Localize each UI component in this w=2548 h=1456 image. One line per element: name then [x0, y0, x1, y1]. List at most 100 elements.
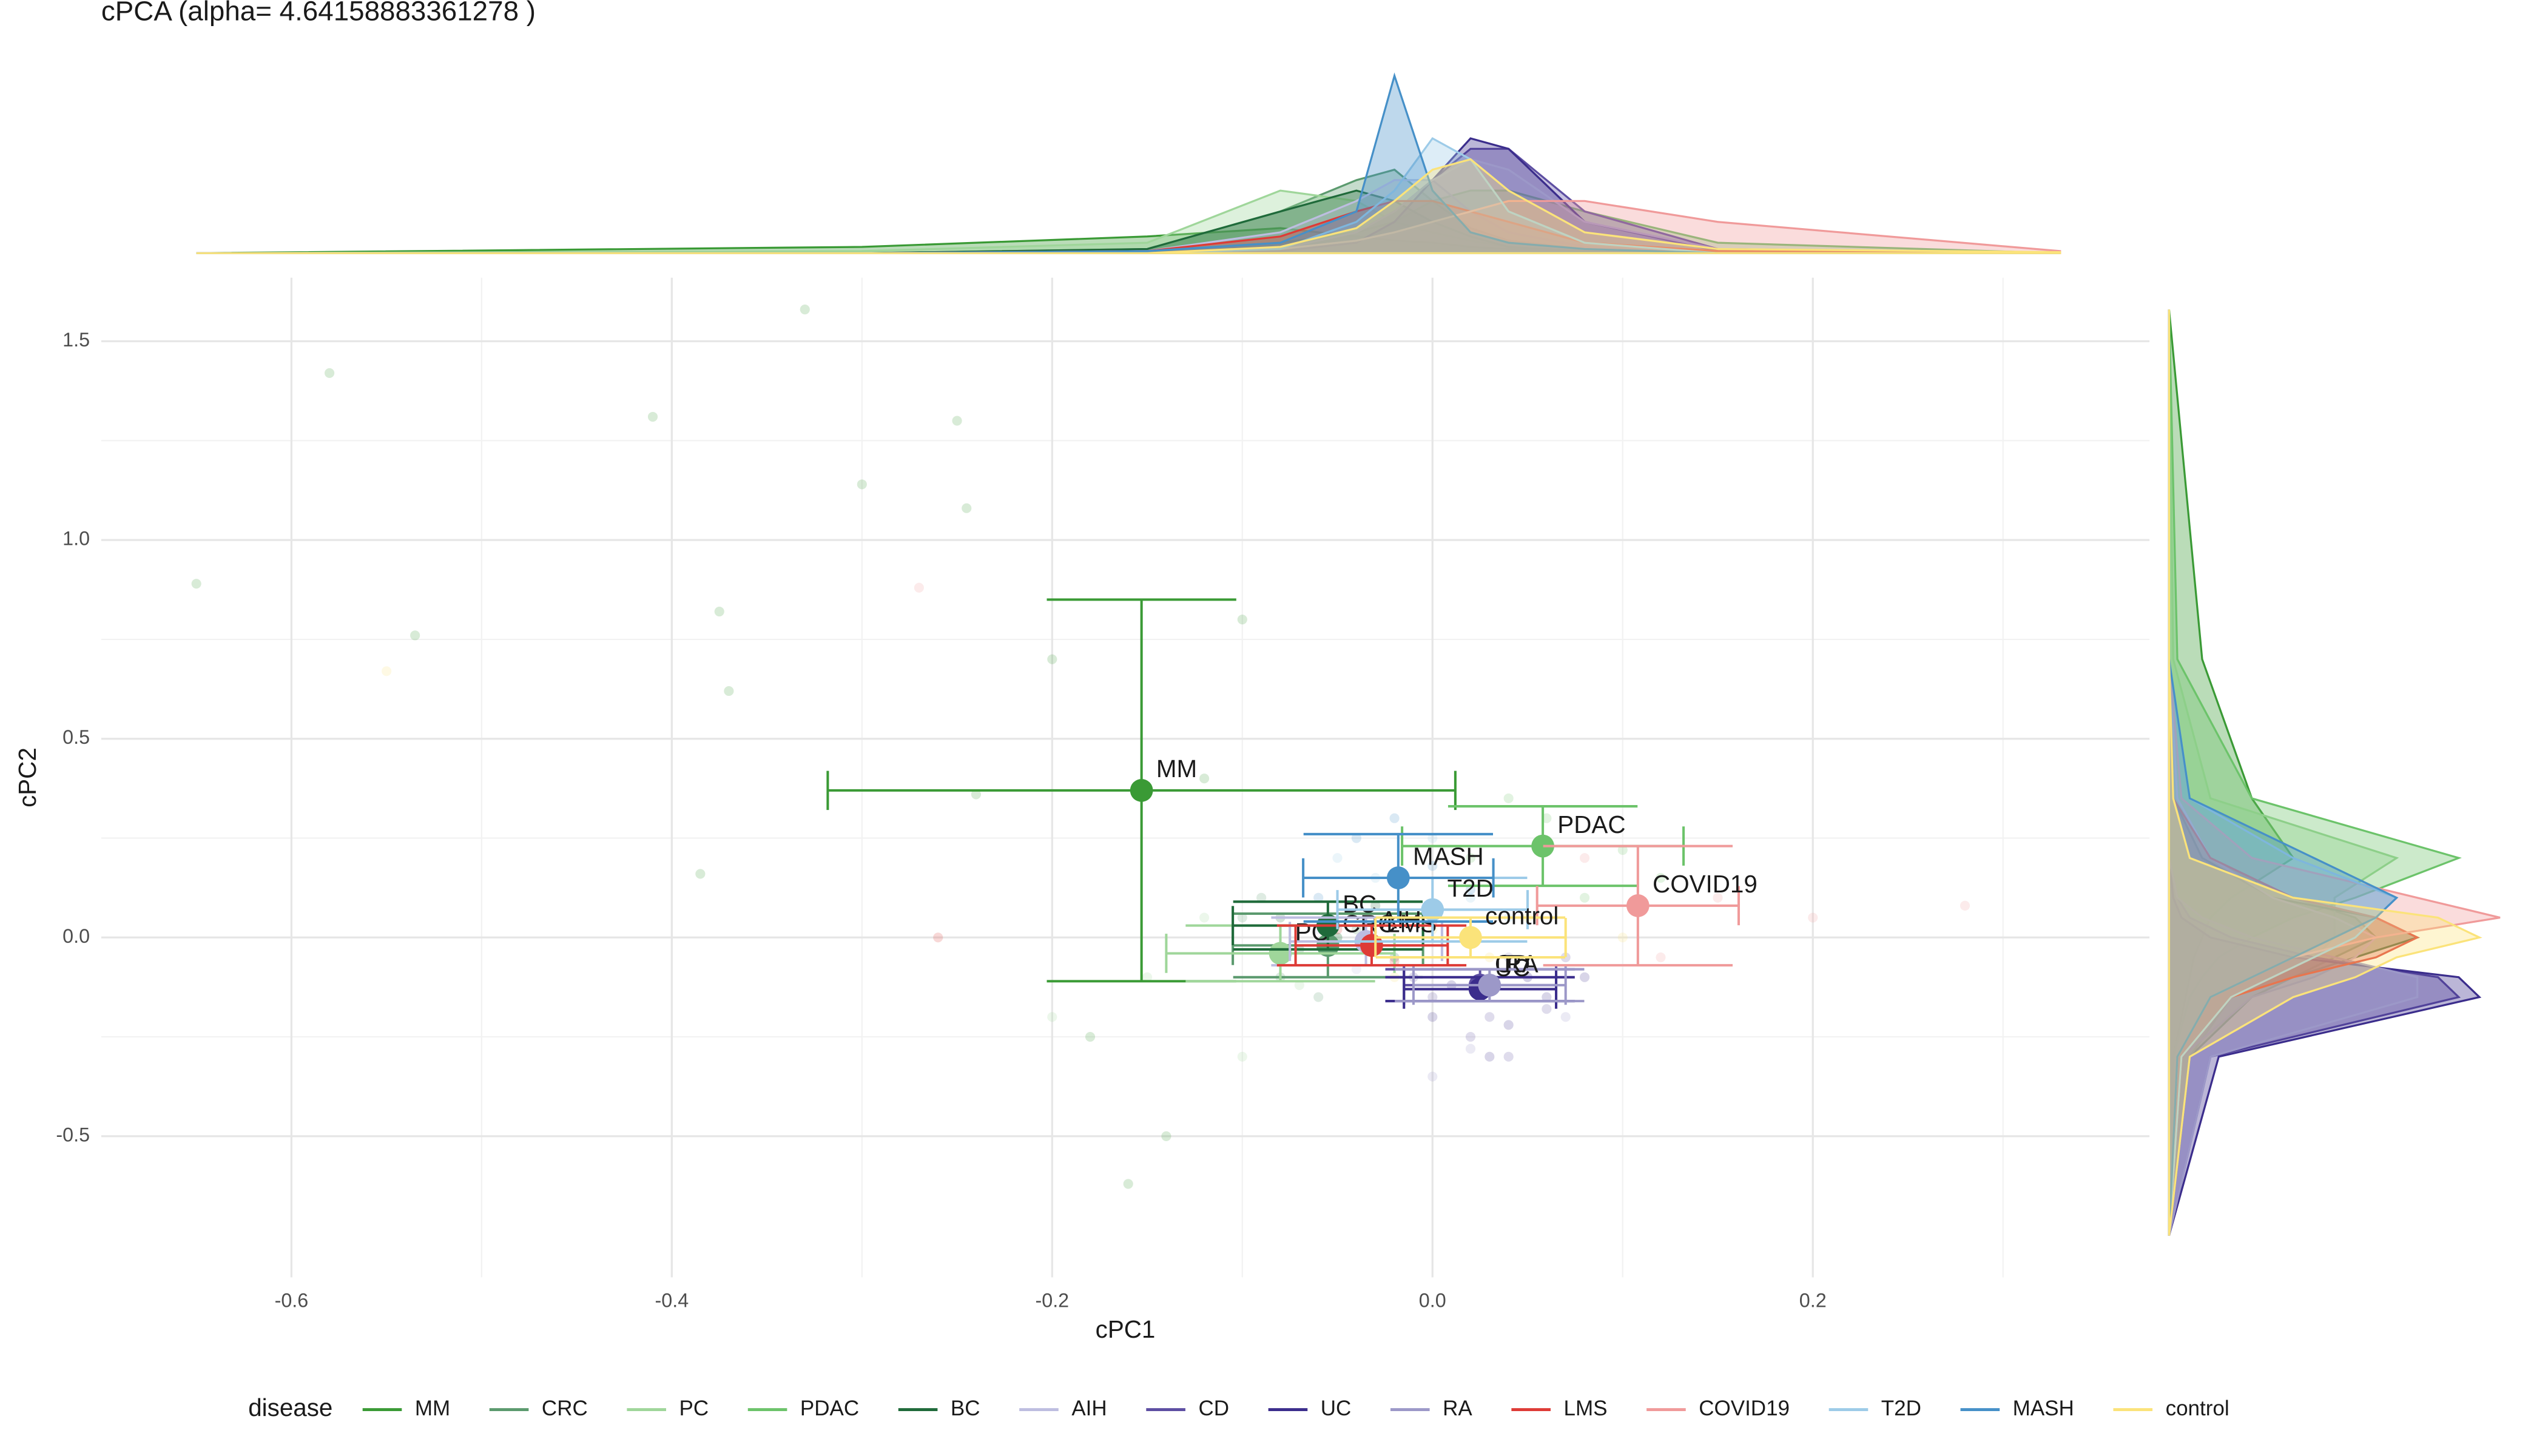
- scatter-point: [1485, 1051, 1495, 1062]
- centroid-label: COVID19: [1653, 870, 1758, 898]
- scatter-point: [724, 686, 734, 696]
- scatter-point: [1579, 972, 1590, 982]
- scatter-point: [410, 630, 420, 641]
- legend-label: AIH: [1071, 1397, 1107, 1420]
- legend-label: RA: [1443, 1397, 1472, 1420]
- legend-label: T2D: [1881, 1397, 1921, 1420]
- scatter-point: [1503, 1020, 1514, 1030]
- scatter-point: [1427, 833, 1438, 843]
- scatter-point: [1313, 892, 1324, 903]
- x-tick-label: 0.2: [1799, 1289, 1827, 1311]
- x-tick-label: -0.6: [275, 1289, 309, 1311]
- centroid-label: RA: [1505, 949, 1539, 977]
- legend-label: CD: [1198, 1397, 1229, 1420]
- scatter-point: [1713, 892, 1723, 903]
- x-tick-label: -0.4: [655, 1289, 689, 1311]
- scatter-point: [1960, 900, 1970, 911]
- scatter-point: [1542, 813, 1552, 823]
- centroid: [1269, 942, 1292, 965]
- scatter-point: [1389, 813, 1400, 823]
- scatter-point: [1560, 1012, 1571, 1022]
- y-tick-label: 0.5: [62, 726, 90, 748]
- y-tick-label: 1.5: [62, 329, 90, 351]
- scatter-point: [1617, 845, 1628, 855]
- scatter-point: [1465, 1031, 1476, 1042]
- scatter-point: [1808, 912, 1818, 923]
- scatter-point: [1465, 892, 1476, 903]
- scatter-point: [1503, 1051, 1514, 1062]
- legend-label: MM: [415, 1397, 450, 1420]
- legend-label: LMS: [1564, 1397, 1608, 1420]
- legend-label: UC: [1321, 1397, 1352, 1420]
- centroid: [1459, 926, 1482, 949]
- x-axis-label: cPC1: [1096, 1315, 1156, 1343]
- scatter-point: [1351, 964, 1361, 974]
- scatter-point: [971, 789, 981, 800]
- scatter-point: [1161, 1131, 1171, 1141]
- scatter-point: [1142, 972, 1153, 982]
- scatter-point: [191, 579, 201, 589]
- scatter-point: [1237, 615, 1247, 625]
- scatter-point: [1351, 925, 1361, 935]
- scatter-point: [1123, 1179, 1133, 1189]
- legend-label: COVID19: [1699, 1397, 1790, 1420]
- centroid: [1478, 974, 1502, 997]
- density-right: [2168, 309, 2462, 1236]
- scatter-point: [952, 416, 962, 426]
- scatter-point: [1560, 952, 1571, 963]
- scatter-point: [1085, 1031, 1096, 1042]
- scatter-point: [1427, 861, 1438, 871]
- scatter-point: [1465, 1043, 1476, 1054]
- legend-label: CRC: [542, 1397, 588, 1420]
- scatter-point: [1579, 853, 1590, 863]
- scatter-point: [1199, 774, 1210, 784]
- scatter-point: [1485, 1012, 1495, 1022]
- legend-label: PC: [679, 1397, 709, 1420]
- scatter-point: [1656, 872, 1666, 883]
- y-tick-label: 0.0: [62, 925, 90, 947]
- chart-title: cPCA (alpha= 4.64158883361278 ): [101, 0, 536, 27]
- scatter-point: [695, 869, 706, 879]
- scatter-point: [914, 582, 924, 593]
- density-right: [2168, 309, 2295, 1236]
- scatter-point: [1047, 654, 1057, 664]
- scatter-point: [1294, 980, 1304, 990]
- scatter-point: [1370, 900, 1381, 911]
- scatter-point: [1332, 853, 1343, 863]
- scatter-point: [1579, 892, 1590, 903]
- x-tick-label: 0.0: [1419, 1289, 1446, 1311]
- scatter-point: [325, 368, 335, 379]
- scatter-point: [800, 305, 810, 315]
- x-tick-label: -0.2: [1035, 1289, 1069, 1311]
- centroid: [1386, 866, 1410, 889]
- legend-label: PDAC: [800, 1397, 859, 1420]
- density-top: [196, 158, 2061, 254]
- centroid-label: BC: [1343, 890, 1377, 918]
- scatter-point: [1465, 885, 1476, 895]
- density-right: [2168, 309, 2482, 1236]
- y-tick-label: 1.0: [62, 528, 90, 550]
- centroid: [1130, 779, 1153, 802]
- centroid: [1531, 834, 1554, 858]
- scatter-point: [1542, 1004, 1552, 1014]
- scatter-point: [1256, 892, 1267, 903]
- scatter-point: [962, 503, 972, 513]
- centroid: [1626, 894, 1650, 917]
- legend-label: control: [2166, 1397, 2230, 1420]
- scatter-point: [1237, 912, 1247, 923]
- scatter-point: [1351, 833, 1361, 843]
- legend-label: BC: [951, 1397, 980, 1420]
- scatter-point: [1503, 793, 1514, 804]
- scatter-point: [1617, 932, 1628, 943]
- scatter-point: [1427, 1012, 1438, 1022]
- scatter-point: [1656, 952, 1666, 963]
- scatter-point: [1199, 912, 1210, 923]
- centroid: [1360, 934, 1383, 957]
- scatter-point: [1427, 1071, 1438, 1082]
- scatter-point: [933, 932, 943, 943]
- legend-title: disease: [248, 1394, 332, 1421]
- centroid-label: MASH: [1413, 842, 1484, 870]
- density-top: [196, 227, 2060, 254]
- scatter-point: [1237, 1051, 1247, 1062]
